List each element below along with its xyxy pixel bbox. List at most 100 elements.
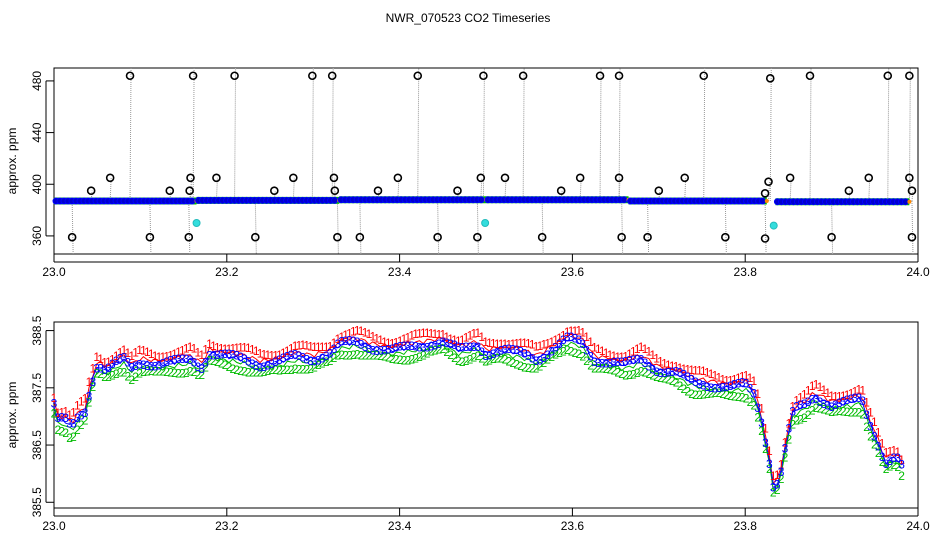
series-1-marker: 1 <box>669 359 676 373</box>
series-1-marker: 1 <box>167 349 174 363</box>
series-3-marker: 3 <box>548 344 555 358</box>
series-2-marker: 2 <box>416 350 423 364</box>
series-2-marker: 2 <box>529 362 536 376</box>
series-2-marker: 2 <box>859 408 866 422</box>
series-1-marker: 1 <box>327 339 334 353</box>
series-2-marker: 2 <box>840 405 847 419</box>
series-2-marker: 2 <box>669 374 676 388</box>
series-3-marker: 3 <box>70 416 77 430</box>
series-3-marker: 3 <box>362 340 369 354</box>
series-3-marker: 3 <box>55 411 62 425</box>
series-3-marker: 3 <box>638 353 645 367</box>
series-2-marker: 2 <box>404 353 411 367</box>
spike-point <box>125 71 135 81</box>
series-1-marker: 1 <box>307 339 314 353</box>
top-chart-axes: 23.0 23.2 23.4 23.6 23.8 24.0 360 400 440 480 <box>30 71 930 279</box>
series-3-marker: 3 <box>708 381 715 395</box>
series-2-marker: 2 <box>887 460 894 474</box>
spike-line <box>769 67 772 202</box>
series-2-marker: 2 <box>634 366 641 380</box>
series-3-marker: 3 <box>758 416 765 430</box>
series-1-marker: 1 <box>70 406 77 420</box>
series-2-marker: 2 <box>241 365 248 379</box>
spike-point <box>67 232 77 242</box>
series-3-marker: 3 <box>198 362 205 376</box>
series-3-marker: 3 <box>366 342 373 356</box>
spike-point <box>230 71 239 81</box>
bottom-y-tick-label: 388.5 <box>30 315 44 345</box>
series-2-marker: 2 <box>747 395 754 409</box>
series-1-marker: 1 <box>541 338 548 352</box>
series-2-marker: 2 <box>128 373 135 387</box>
series-2-marker: 2 <box>70 430 77 444</box>
series-2-marker: 2 <box>303 362 310 376</box>
series-2-marker: 2 <box>284 363 291 377</box>
series-2-marker: 2 <box>863 420 870 434</box>
series-3-marker: 3 <box>603 357 610 371</box>
series-2-marker: 2 <box>280 363 287 377</box>
series-2-marker: 2 <box>836 404 843 418</box>
series-3-marker: 3 <box>233 349 240 363</box>
series-1-marker: 1 <box>323 340 330 354</box>
series-1-marker: 1 <box>649 348 656 362</box>
series-2-marker: 2 <box>97 367 104 381</box>
series-2-marker: 2 <box>712 386 719 400</box>
series-2-marker: 2 <box>459 355 466 369</box>
series-2-marker: 2 <box>541 356 548 370</box>
spike-point <box>186 173 195 183</box>
series-1-marker: 1 <box>887 445 894 459</box>
series-3-marker: 3 <box>319 351 326 365</box>
series-1-marker: 1 <box>451 333 458 347</box>
series-2-marker: 2 <box>700 387 707 401</box>
series-1-marker: 1 <box>564 325 571 339</box>
series-2-marker: 2 <box>245 365 252 379</box>
series-3-marker: 3 <box>852 391 859 405</box>
series-2-marker: 2 <box>307 362 314 376</box>
series-2-marker: 2 <box>708 386 715 400</box>
spike-line <box>621 199 624 255</box>
spike-line <box>188 201 191 255</box>
spike-point <box>595 71 605 81</box>
series-3-marker: 3 <box>171 352 178 366</box>
series-2-marker: 2 <box>90 380 97 394</box>
series-1-marker: 1 <box>817 380 824 394</box>
spike-line <box>911 190 914 202</box>
series-1-marker: 1 <box>401 332 408 346</box>
series-3-marker: 3 <box>463 340 470 354</box>
series-3-marker: 3 <box>805 395 812 409</box>
series-1-marker: 1 <box>191 341 198 355</box>
series-2-marker: 2 <box>482 354 489 368</box>
top-y-tick-label: 440 <box>30 122 44 142</box>
bottom-chart-marks: 1111111111111111111111111111111111111111… <box>51 323 906 499</box>
series-3-marker: 3 <box>618 355 625 369</box>
series-3-marker: 3 <box>754 401 761 415</box>
series-2-marker: 2 <box>237 364 244 378</box>
series-3-marker: 3 <box>871 430 878 444</box>
series-1-marker: 1 <box>572 324 579 338</box>
series-2-marker: 2 <box>681 382 688 396</box>
series-2-marker: 2 <box>455 354 462 368</box>
series-3-marker: 3 <box>346 334 353 348</box>
series-3-marker: 3 <box>443 336 450 350</box>
baseline-end-point <box>764 199 769 204</box>
series-2-marker: 2 <box>727 389 734 403</box>
series-2-marker: 2 <box>369 349 376 363</box>
bottom-x-tick-label: 23.0 <box>42 519 66 533</box>
series-3-marker: 3 <box>595 356 602 370</box>
baseline-point <box>477 196 485 204</box>
spike-point <box>165 186 175 196</box>
top-y-axis-label: approx. ppm <box>5 128 19 195</box>
series-1-marker: 1 <box>513 337 520 351</box>
series-1-marker: 1 <box>292 339 299 353</box>
series-3-marker: 3 <box>412 340 419 354</box>
series-1-marker: 1 <box>832 390 839 404</box>
top-x-tick-label: 23.8 <box>734 265 758 279</box>
series-2-marker: 2 <box>74 423 81 437</box>
series-2-marker: 2 <box>156 365 163 379</box>
spike-point <box>308 71 317 81</box>
series-2-marker: 2 <box>210 354 217 368</box>
series-3-marker: 3 <box>750 387 757 401</box>
series-2-marker: 2 <box>766 462 773 476</box>
series-3-marker: 3 <box>397 339 404 353</box>
series-1-marker: 1 <box>447 332 454 346</box>
